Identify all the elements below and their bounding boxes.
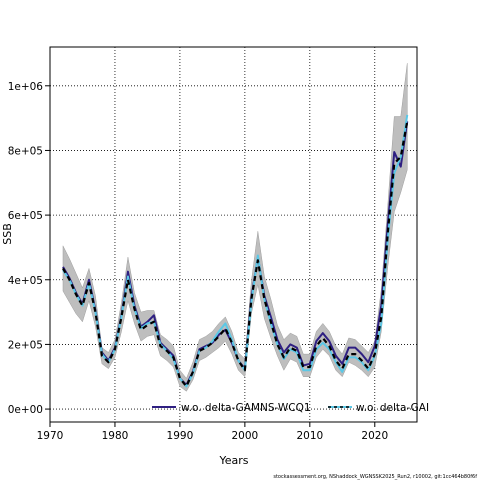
x-tick-label: 2000 (232, 430, 259, 442)
plot-frame (49, 46, 418, 423)
x-axis-title: Years (218, 454, 248, 467)
x-tick-label: 1980 (102, 430, 129, 442)
x-axis-ticks: 1970 1980 1990 2000 2010 2020 (37, 422, 388, 442)
y-axis-title: SSB (1, 223, 14, 245)
x-tick-label: 2020 (361, 430, 388, 442)
legend: w.o. delta-GAMNS-WCQ1 w.o. delta-GAI (152, 402, 429, 414)
y-axis-ticks: 0e+00 2e+05 4e+05 6e+05 8e+05 1e+06 (8, 81, 50, 416)
x-tick-label: 1970 (37, 430, 64, 442)
y-tick-label: 4e+05 (8, 275, 43, 287)
legend-label: w.o. delta-GAI (356, 402, 429, 414)
x-tick-label: 2010 (296, 430, 323, 442)
y-tick-label: 6e+05 (8, 210, 43, 222)
x-tick-label: 1990 (167, 430, 194, 442)
y-tick-label: 2e+05 (8, 339, 43, 351)
y-tick-label: 0e+00 (8, 404, 43, 416)
series-lines (62, 114, 409, 388)
y-tick-label: 8e+05 (8, 145, 43, 157)
series-line-2 (62, 121, 409, 388)
footer-source: stockassessment.org, NShaddock_WGNSSK202… (273, 474, 477, 480)
y-tick-label: 1e+06 (8, 81, 44, 93)
legend-label: w.o. delta-GAMNS-WCQ1 (181, 402, 311, 414)
